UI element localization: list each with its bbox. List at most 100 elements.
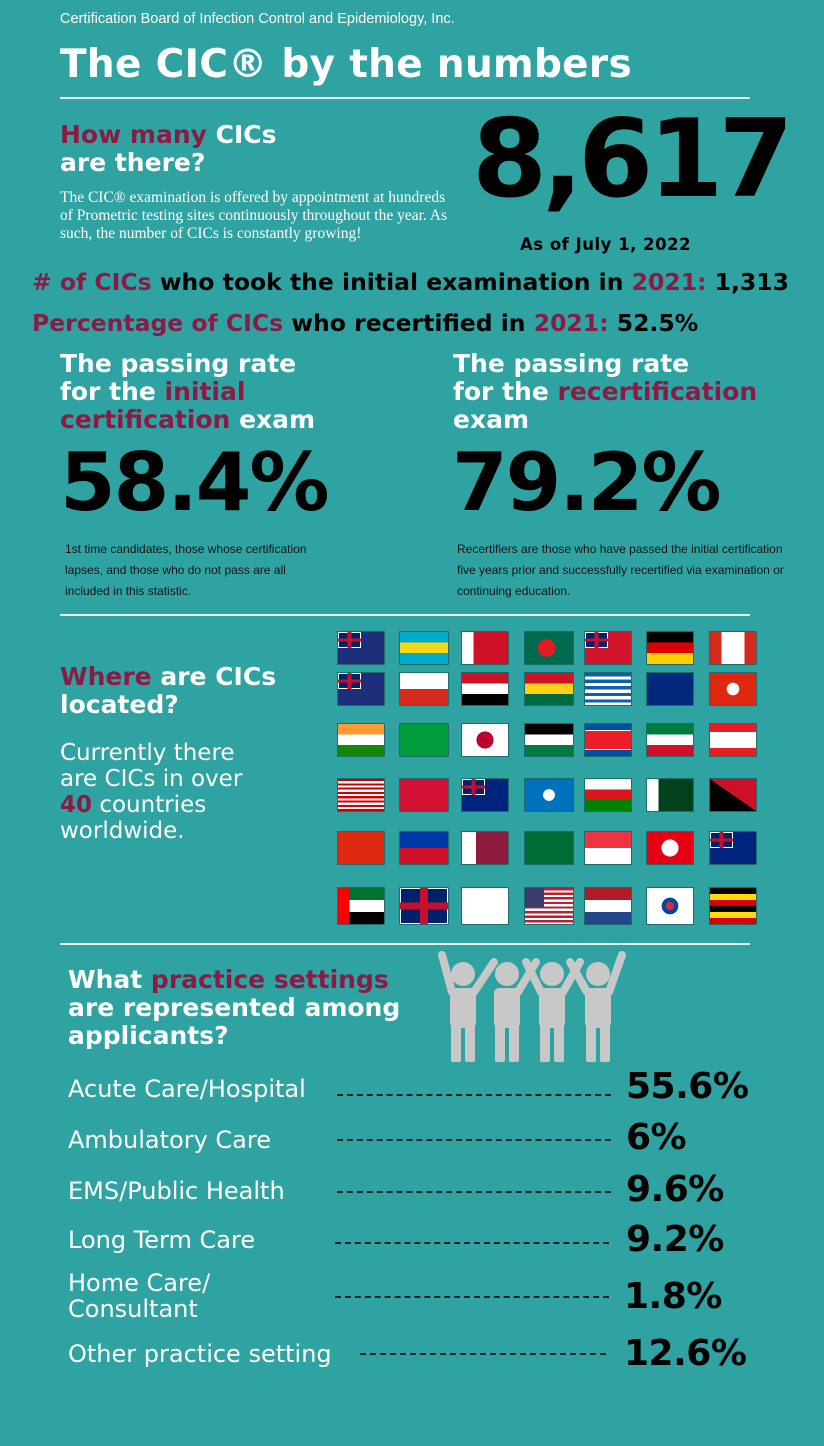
setting-label-home-care: Home Care/ Consultant — [68, 1270, 210, 1322]
dotted-leader — [337, 1139, 611, 1141]
saudi-arabia-flag — [524, 831, 574, 865]
initial-heading-highlight2: certification — [60, 405, 231, 434]
netherlands-flag — [584, 887, 632, 925]
recert-heading-end: exam — [453, 405, 530, 434]
south-korea-flag — [646, 887, 694, 925]
initial-pass-rate: 58.4% — [60, 436, 330, 529]
turks-and-caicos-flag — [709, 831, 757, 865]
setting-label-acute-care: Acute Care/Hospital — [68, 1075, 306, 1103]
divider — [60, 943, 750, 945]
stat2-text: who recertified in — [291, 309, 526, 337]
divider — [60, 97, 750, 99]
setting-value-home-care: 1.8% — [624, 1276, 722, 1317]
count-date: As of July 1, 2022 — [520, 235, 692, 254]
chile-flag — [399, 672, 449, 706]
count-description: The CIC® examination is offered by appoi… — [60, 189, 448, 242]
initial-heading-end: exam — [239, 405, 316, 434]
stat1-highlight: # of CICs — [32, 268, 152, 296]
pakistan-flag — [646, 778, 694, 812]
setting-value-other: 12.6% — [624, 1333, 747, 1374]
cic-count: 8,617 — [472, 97, 794, 222]
stat1-text: who took the initial examination in — [159, 268, 624, 296]
setting-label-ambulatory: Ambulatory Care — [68, 1126, 271, 1154]
dotted-leader — [337, 1094, 611, 1096]
union-jack-canton — [338, 632, 361, 648]
recert-rate-note: Recertifiers are those who have passed t… — [457, 542, 784, 598]
ghana-flag — [524, 672, 574, 706]
settings-heading-text: What — [68, 965, 143, 994]
recert-pass-rate: 79.2% — [452, 436, 722, 529]
stat1-year: 2021: — [631, 268, 707, 296]
initial-rate-heading: The passing rate for the initial certifi… — [60, 350, 315, 434]
union-jack-canton — [338, 673, 361, 689]
stat1-value: 1,313 — [714, 268, 789, 296]
location-body-line2: are CICs in over — [60, 766, 243, 792]
united-kingdom-flag — [399, 887, 449, 925]
india-flag — [337, 723, 385, 757]
malaysia-flag — [337, 778, 385, 812]
setting-value-long-term: 9.2% — [626, 1219, 724, 1260]
new-zealand-flag — [461, 778, 509, 812]
settings-heading: What practice settings are represented a… — [68, 966, 400, 1050]
setting-value-ems: 9.6% — [626, 1169, 724, 1210]
north-korea-flag — [584, 723, 632, 757]
kuwait-flag — [646, 723, 694, 757]
count-question-text: CICs — [215, 120, 277, 149]
page-title: The CIC® by the numbers — [60, 42, 632, 87]
us-virgin-islands-flag — [461, 887, 509, 925]
greece-flag — [584, 672, 632, 706]
dotted-leader — [337, 1191, 611, 1193]
setting-label-ems: EMS/Public Health — [68, 1177, 285, 1205]
location-heading: Where are CICs located? — [60, 663, 276, 719]
stat2-highlight: Percentage of CICs — [32, 309, 284, 337]
home-care-line1: Home Care/ — [68, 1269, 211, 1297]
location-body: Currently there are CICs in over 40 coun… — [60, 740, 242, 844]
cayman-islands-flag — [337, 672, 385, 706]
home-care-line2: Consultant — [68, 1295, 198, 1323]
settings-heading-line3: applicants? — [68, 1021, 229, 1050]
location-body-line4: worldwide. — [60, 818, 185, 844]
initial-rate-note: 1st time candidates, those whose certifi… — [65, 542, 307, 598]
hong-kong-flag — [709, 672, 757, 706]
canton-cross — [462, 779, 485, 795]
people-group-icon — [438, 951, 626, 1062]
country-count: 40 — [60, 792, 93, 818]
canton-cross — [585, 632, 608, 648]
count-question-line2: are there? — [60, 148, 206, 177]
location-heading-line2: located? — [60, 690, 179, 719]
canton-cross — [400, 888, 448, 924]
divider — [60, 614, 750, 616]
setting-label-long-term: Long Term Care — [68, 1226, 256, 1254]
union-jack-canton — [710, 832, 733, 848]
union-jack-canton — [400, 888, 448, 924]
setting-label-other: Other practice setting — [68, 1340, 332, 1368]
germany-flag — [646, 631, 694, 665]
union-jack-canton — [462, 779, 485, 795]
uae-flag — [337, 887, 385, 925]
oman-flag — [584, 778, 632, 812]
uganda-flag — [709, 887, 757, 925]
jamaica-flag — [399, 723, 449, 757]
tunisia-flag — [646, 831, 694, 865]
canada-flag — [709, 631, 757, 665]
bahrain-flag — [461, 631, 509, 665]
northern-mariana-islands-flag — [524, 778, 574, 812]
canton-cross — [710, 832, 733, 848]
china-flag — [337, 831, 385, 865]
guam-flag — [646, 672, 694, 706]
qatar-flag — [461, 831, 509, 865]
japan-flag — [461, 723, 509, 757]
initial-exam-stat: # of CICs who took the initial examinati… — [32, 268, 789, 296]
dotted-leader — [360, 1353, 606, 1355]
initial-heading-highlight: initial — [164, 377, 246, 406]
count-question: How many CICs are there? — [60, 121, 277, 177]
location-heading-text: are CICs — [160, 662, 277, 691]
papua-new-guinea-flag — [709, 778, 757, 812]
jordan-flag — [524, 723, 574, 757]
count-question-highlight: How many — [60, 120, 207, 149]
philippines-flag — [399, 831, 449, 865]
recert-stat: Percentage of CICs who recertified in 20… — [32, 309, 698, 337]
org-name: Certification Board of Infection Control… — [60, 11, 455, 27]
setting-value-ambulatory: 6% — [626, 1117, 687, 1158]
bermuda-flag — [584, 631, 632, 665]
